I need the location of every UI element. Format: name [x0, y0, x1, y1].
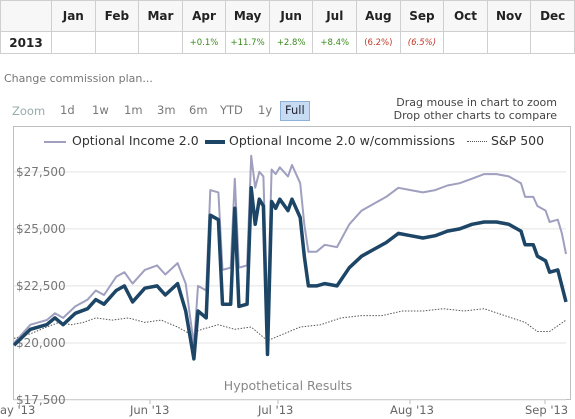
series-line-optional-income: [13, 154, 567, 347]
month-header: Jul: [312, 0, 358, 32]
year-column-header: [0, 0, 52, 32]
return-cell: +8.4%: [312, 31, 358, 54]
return-cell: (6.5%): [399, 31, 445, 54]
zoom-1y-button[interactable]: 1y: [258, 103, 273, 117]
zoom-ytd-button[interactable]: YTD: [220, 103, 243, 117]
y-tick-label: $20,000: [16, 336, 66, 350]
returns-header-row: Jan Feb Mar Apr May Jun Jul Aug Sep Oct …: [0, 0, 575, 32]
x-tick-label: Jul '13: [257, 403, 293, 417]
change-commission-plan-link[interactable]: Change commission plan...: [4, 72, 153, 85]
y-tick-label: $22,500: [16, 279, 66, 293]
legend-swatch-series1: [44, 141, 66, 143]
return-cell: [530, 31, 575, 54]
return-cell: (6.2%): [356, 31, 401, 54]
zoom-1m-button[interactable]: 1m: [124, 103, 143, 117]
month-header: Dec: [530, 0, 575, 32]
zoom-6m-button[interactable]: 6m: [189, 103, 208, 117]
month-header: Jun: [268, 0, 314, 32]
hypothetical-results-annotation: Hypothetical Results: [224, 378, 352, 393]
return-cell: [443, 31, 488, 54]
x-tick-label: ay '13: [0, 403, 35, 417]
x-tick-label: Jun '13: [129, 403, 169, 417]
month-header: Feb: [94, 0, 140, 32]
legend-swatch-series2: [205, 140, 225, 144]
legend-sp500-label[interactable]: S&P 500: [491, 133, 545, 148]
month-header: Oct: [443, 0, 488, 32]
return-cell: +2.8%: [268, 31, 314, 54]
zoom-3m-button[interactable]: 3m: [157, 103, 176, 117]
y-tick-label: $25,000: [16, 222, 66, 236]
legend-series1-label[interactable]: Optional Income 2.0: [72, 133, 199, 148]
year-cell: 2013: [0, 31, 52, 54]
monthly-returns-table: Jan Feb Mar Apr May Jun Jul Aug Sep Oct …: [0, 0, 575, 54]
month-header: Sep: [399, 0, 445, 32]
series-line-sp500: [13, 308, 567, 342]
legend-series2-label[interactable]: Optional Income 2.0 w/commissions: [229, 133, 456, 148]
drop-compare-hint: Drop other charts to compare: [393, 109, 557, 122]
drag-zoom-hint: Drag mouse in chart to zoom: [396, 96, 557, 109]
legend-swatch-sp500: [467, 141, 487, 142]
returns-row-2013: 2013 +0.1% +11.7% +2.8% +8.4% (6.2%) (6.…: [0, 31, 575, 54]
month-header: Nov: [486, 0, 532, 32]
series-line-optional-income-commissions: [12, 186, 568, 361]
zoom-1w-button[interactable]: 1w: [92, 103, 109, 117]
y-tick-label: $17,500: [16, 393, 66, 407]
zoom-1d-button[interactable]: 1d: [60, 103, 75, 117]
zoom-label: Zoom: [12, 104, 46, 118]
x-tick-label: Aug '13: [390, 403, 434, 417]
return-cell: +11.7%: [225, 31, 270, 54]
x-tick-label: Sep '13: [525, 403, 568, 417]
y-tick-label: $27,500: [16, 165, 66, 179]
month-header: Aug: [356, 0, 401, 32]
month-header: May: [225, 0, 270, 32]
zoom-full-button[interactable]: Full: [280, 101, 310, 121]
